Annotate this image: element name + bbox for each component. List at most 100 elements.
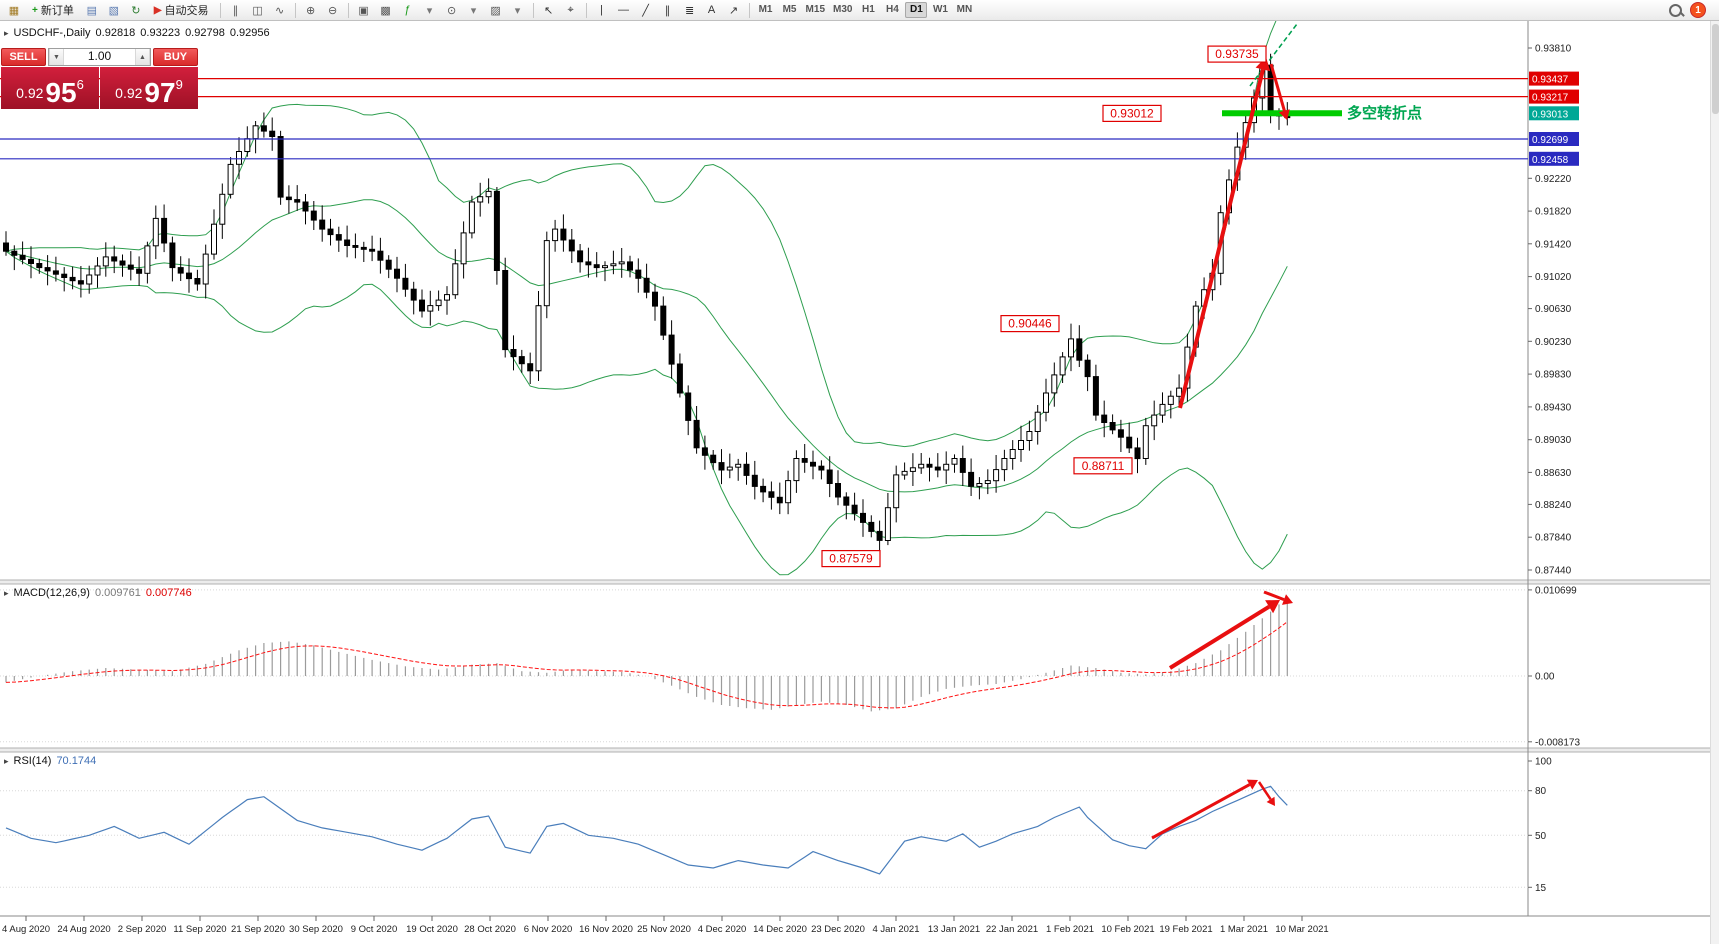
new-order-label: 新订单	[40, 5, 74, 17]
rsi-label: RSI(14)	[13, 755, 52, 767]
date-label: 14 Dec 2020	[753, 924, 807, 935]
rsi-line	[5, 785, 1288, 875]
price-flag[interactable]: 0.88711	[1073, 457, 1133, 475]
price-axis[interactable]: 0.93810 0.92220 0.91820 0.91420 0.91020 0.906…	[1528, 44, 1579, 577]
sell-price-button[interactable]: 0.92 95 6	[1, 67, 99, 109]
projection-line[interactable]	[1249, 23, 1298, 87]
price-badge	[1529, 151, 1579, 166]
periods-caret-icon[interactable]: ▾	[470, 4, 477, 17]
vertical-scrollbar[interactable]	[1710, 21, 1719, 944]
search-icon[interactable]	[1668, 3, 1683, 18]
profiles-icon[interactable]: ▧	[108, 4, 120, 17]
date-axis[interactable]: 4 Aug 2020 24 Aug 2020 2 Sep 2020 11 Sep 20…	[2, 916, 1329, 935]
annotation-text[interactable]: 多空转折点	[1347, 104, 1422, 122]
text-tool-icon[interactable]: A	[707, 4, 716, 16]
one-click-trading-panel: SELL ▼ 1.00 ▲ BUY 0.92 95 6 0.92 97 9	[1, 48, 198, 109]
macd-histogram	[5, 597, 1288, 712]
timeframe-h1-button[interactable]: H1	[862, 4, 875, 15]
date-label: 10 Feb 2021	[1101, 924, 1154, 935]
toolbar-separator	[748, 2, 750, 18]
date-label: 11 Sep 2020	[173, 924, 226, 935]
ohlc-open: 0.92818	[95, 27, 136, 39]
indicators-caret-icon[interactable]: ▾	[426, 4, 433, 17]
rsi-trend-arrow[interactable]	[1257, 781, 1272, 800]
fibonacci-icon[interactable]: ≣	[684, 4, 695, 17]
templates-caret-icon[interactable]: ▾	[514, 4, 521, 17]
macd-axis-label: -0.008173	[1535, 737, 1580, 748]
buy-price-sup: 9	[175, 77, 183, 92]
pane-splitter[interactable]	[0, 748, 1710, 752]
cascade-windows-icon[interactable]: ▩	[380, 4, 391, 17]
price-flag[interactable]: 0.90446	[1000, 315, 1060, 333]
pane-splitter[interactable]	[0, 580, 1710, 584]
line-chart-icon[interactable]: ∿	[274, 4, 285, 17]
date-label: 13 Jan 2021	[928, 924, 980, 935]
arrows-tool-icon[interactable]: ↗	[728, 4, 739, 17]
bar-chart-icon[interactable]: ∥	[232, 4, 239, 17]
price-flag[interactable]: 0.93012	[1102, 104, 1162, 123]
horizontal-line-icon[interactable]: —	[618, 4, 630, 16]
date-label: 6 Nov 2020	[524, 924, 573, 935]
volume-decrease-button[interactable]: ▼	[49, 49, 64, 65]
zoom-in-icon[interactable]: ⊕	[305, 4, 316, 17]
timeframe-d1-button[interactable]: D1	[905, 2, 928, 18]
equidistant-channel-icon[interactable]: ∥	[664, 4, 671, 17]
timeframe-mn-button[interactable]: MN	[956, 4, 973, 15]
sell-price-pips: 95	[45, 76, 77, 108]
auto-trading-button[interactable]: ▶ 自动交易	[148, 2, 215, 19]
macd-trend-arrow[interactable]	[1168, 604, 1271, 670]
candlestick-chart-icon[interactable]: ◫	[252, 4, 263, 17]
macd-axis-label: 0.00	[1535, 672, 1555, 683]
price-trend-arrow[interactable]	[1178, 68, 1265, 409]
timeframe-h4-button[interactable]: H4	[886, 4, 899, 15]
price-badge	[1529, 106, 1579, 121]
new-order-button[interactable]: + 新订单	[26, 2, 80, 19]
date-label: 22 Jan 2021	[986, 924, 1038, 935]
timeframe-w1-button[interactable]: W1	[932, 4, 948, 15]
sell-button[interactable]: SELL	[1, 48, 46, 66]
scrollbar-thumb[interactable]	[1712, 24, 1719, 114]
macd-signal-value: 0.007746	[145, 587, 192, 599]
price-tick-label: 0.89830	[1535, 370, 1572, 381]
price-badge-label: 0.92458	[1532, 155, 1569, 166]
volume-value[interactable]: 1.00	[87, 49, 112, 63]
cursor-icon[interactable]: ↖	[543, 4, 554, 17]
templates-icon[interactable]: ▨	[490, 4, 501, 17]
tile-windows-icon[interactable]: ▣	[358, 4, 369, 17]
crosshair-icon[interactable]: ⌖	[567, 3, 574, 16]
refresh-icon[interactable]: ↻	[131, 4, 141, 17]
timeframe-m1-button[interactable]: M1	[758, 4, 773, 15]
date-label: 1 Feb 2021	[1046, 924, 1094, 935]
trendline-icon[interactable]: ╱	[642, 4, 649, 17]
price-tick-label: 0.92220	[1535, 174, 1572, 185]
rsi-trend-arrow[interactable]	[1151, 783, 1251, 840]
timeframe-m30-button[interactable]: M30	[833, 4, 853, 15]
vertical-line-icon[interactable]: |	[600, 4, 603, 16]
timeframe-m5-button[interactable]: M5	[782, 4, 797, 15]
price-tick-label: 0.90230	[1535, 337, 1572, 348]
volume-increase-button[interactable]: ▲	[135, 49, 150, 65]
macd-trend-arrow[interactable]	[1263, 590, 1285, 602]
macd-collapse-icon[interactable]: ▸	[4, 587, 9, 598]
date-label: 10 Mar 2021	[1275, 924, 1328, 935]
zoom-out-icon[interactable]: ⊖	[327, 4, 338, 17]
chart-window-icon[interactable]: ▤	[86, 4, 98, 17]
indicators-icon[interactable]: ƒ	[404, 4, 411, 16]
collapse-icon[interactable]: ▸	[4, 27, 9, 38]
price-trend-arrow[interactable]	[1269, 63, 1286, 112]
new-chart-icon[interactable]: ▦	[8, 4, 20, 17]
buy-price-button[interactable]: 0.92 97 9	[100, 67, 198, 109]
ohlc-close: 0.92956	[229, 27, 270, 39]
notification-badge[interactable]: 1	[1690, 2, 1706, 18]
main-toolbar: ▦ + 新订单 ▤ ▧ ↻ ▶ 自动交易 ∥ ◫ ∿ ⊕ ⊖ ▣ ▩ ƒ ▾ ⊙ ▾ ▨ ▾ ↖ ⌖ | — ╱ ∥ ≣ A ↗ M1 M5 M…	[0, 0, 1719, 21]
timeframe-m15-button[interactable]: M15	[805, 4, 825, 15]
price-flag[interactable]: 0.93735	[1207, 45, 1267, 63]
periods-icon[interactable]: ⊙	[446, 4, 457, 17]
price-flag[interactable]: 0.87579	[821, 549, 881, 568]
date-label: 4 Aug 2020	[2, 924, 50, 935]
rsi-axis-label: 100	[1535, 757, 1552, 768]
buy-button[interactable]: BUY	[153, 48, 198, 66]
rsi-collapse-icon[interactable]: ▸	[4, 755, 9, 766]
price-trend-arrow-head	[1255, 57, 1271, 72]
